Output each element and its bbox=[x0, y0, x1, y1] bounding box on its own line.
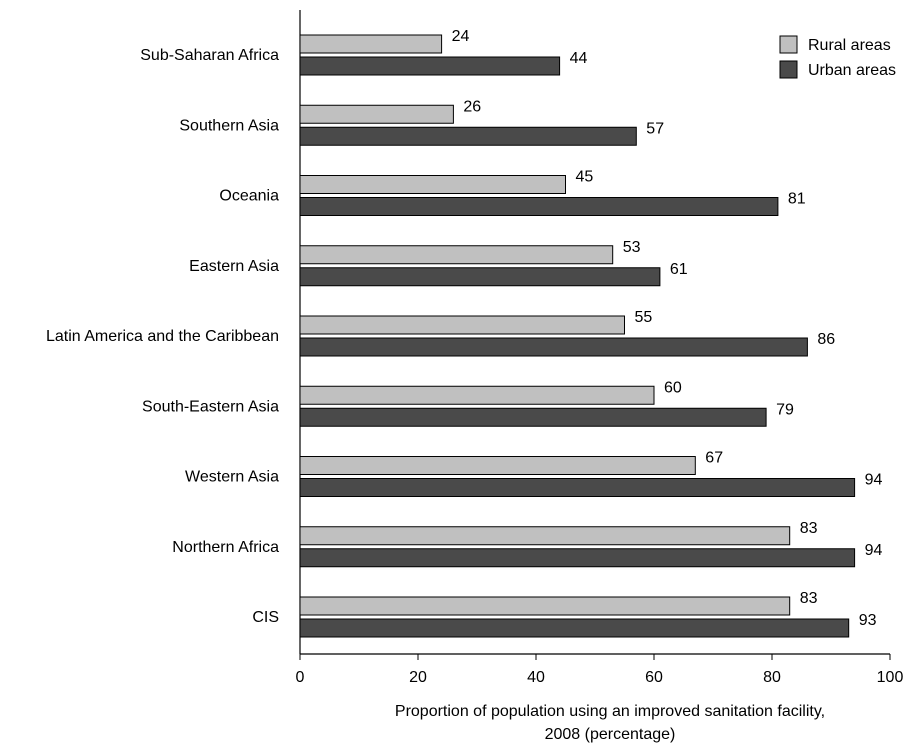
x-tick-label-40: 40 bbox=[527, 669, 545, 686]
x-axis-title-line-2: 2008 (percentage) bbox=[545, 726, 676, 743]
bar-rural-oceania bbox=[299, 175, 566, 194]
value-label-urban-latin-america-and-the-caribbean: 86 bbox=[817, 331, 835, 348]
bar-urban-northern-africa bbox=[299, 548, 856, 568]
bar-rural-northern-africa bbox=[299, 526, 791, 546]
value-label-urban-western-asia: 94 bbox=[865, 472, 883, 489]
x-tick-label-0: 0 bbox=[296, 669, 305, 686]
value-label-rural-oceania: 45 bbox=[576, 169, 594, 186]
bar-urban-latin-america-and-the-caribbean bbox=[299, 337, 808, 357]
bar-rural-southern-asia bbox=[299, 104, 454, 124]
x-axis-title-line-1: Proportion of population using an improv… bbox=[395, 703, 825, 720]
value-label-urban-south-eastern-asia: 79 bbox=[776, 401, 794, 418]
value-label-rural-cis: 83 bbox=[800, 590, 818, 607]
x-tick-label-100: 100 bbox=[877, 669, 904, 686]
value-label-rural-eastern-asia: 53 bbox=[623, 239, 641, 256]
value-label-urban-oceania: 81 bbox=[788, 191, 806, 208]
bar-urban-cis bbox=[299, 618, 850, 638]
x-ticks: 0 20 40 60 80 100 bbox=[296, 654, 904, 686]
bar-urban-oceania bbox=[299, 197, 779, 216]
value-label-urban-eastern-asia: 61 bbox=[670, 261, 688, 278]
bar-rural-sub-saharan-africa bbox=[299, 34, 443, 54]
legend-swatch-urban bbox=[779, 60, 798, 79]
bar-rural-cis bbox=[299, 596, 791, 616]
value-label-rural-sub-saharan-africa: 24 bbox=[452, 28, 470, 45]
value-label-rural-southern-asia: 26 bbox=[463, 98, 481, 115]
category-label-southern-asia: Southern Asia bbox=[179, 117, 279, 134]
x-tick-label-80: 80 bbox=[763, 669, 781, 686]
legend: Rural areas Urban areas bbox=[779, 35, 896, 79]
value-labels: 24 44 26 57 45 81 53 61 55 86 60 79 67 94 83 94 83 93 bbox=[452, 28, 883, 629]
x-tick-label-60: 60 bbox=[645, 669, 663, 686]
bar-rural-latin-america-and-the-caribbean bbox=[299, 315, 625, 335]
bars bbox=[299, 34, 856, 638]
legend-label-rural: Rural areas bbox=[808, 37, 891, 54]
value-label-rural-south-eastern-asia: 60 bbox=[664, 379, 682, 396]
category-labels: Sub-Saharan Africa Southern Asia Oceania Ea… bbox=[46, 47, 279, 626]
value-label-rural-northern-africa: 83 bbox=[800, 520, 818, 537]
bar-urban-southern-asia bbox=[299, 126, 637, 146]
bar-urban-western-asia bbox=[299, 478, 856, 497]
bar-urban-sub-saharan-africa bbox=[299, 56, 561, 76]
value-label-urban-sub-saharan-africa: 44 bbox=[570, 50, 588, 67]
legend-label-urban: Urban areas bbox=[808, 62, 896, 79]
bar-urban-eastern-asia bbox=[299, 267, 661, 287]
value-label-urban-northern-africa: 94 bbox=[865, 542, 883, 559]
legend-swatch-rural bbox=[779, 35, 798, 54]
category-label-western-asia: Western Asia bbox=[185, 469, 279, 486]
category-label-sub-saharan-africa: Sub-Saharan Africa bbox=[140, 47, 279, 64]
category-label-eastern-asia: Eastern Asia bbox=[189, 258, 279, 275]
bar-rural-western-asia bbox=[299, 456, 696, 475]
bar-rural-eastern-asia bbox=[299, 245, 614, 265]
category-label-oceania: Oceania bbox=[219, 188, 279, 205]
category-label-northern-africa: Northern Africa bbox=[172, 539, 279, 556]
x-tick-label-20: 20 bbox=[409, 669, 427, 686]
bar-rural-south-eastern-asia bbox=[299, 385, 655, 405]
category-label-latin-america-and-the-caribbean: Latin America and the Caribbean bbox=[46, 328, 279, 345]
bar-urban-south-eastern-asia bbox=[299, 407, 767, 427]
value-label-rural-latin-america-and-the-caribbean: 55 bbox=[635, 309, 653, 326]
category-label-south-eastern-asia: South-Eastern Asia bbox=[142, 398, 279, 415]
value-label-rural-western-asia: 67 bbox=[705, 450, 723, 467]
value-label-urban-southern-asia: 57 bbox=[646, 120, 664, 137]
value-label-urban-cis: 93 bbox=[859, 612, 877, 629]
category-label-cis: CIS bbox=[252, 609, 279, 626]
